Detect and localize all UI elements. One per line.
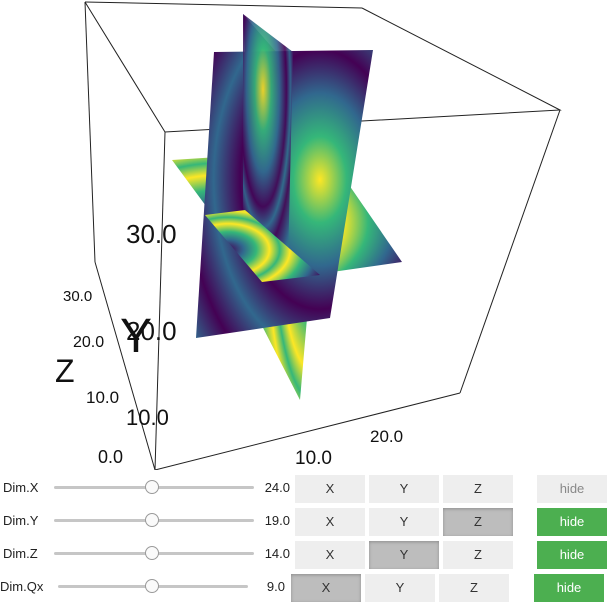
axis-labels: 30.0 20.0 10.0 0.0 20.0 10.0 30.0 20.0 1… xyxy=(55,219,403,469)
volume-slice-planes xyxy=(172,14,402,400)
bounding-box xyxy=(84,1,562,470)
control-row-dim-z: Dim.Z 14.0 X Y Z hide xyxy=(0,539,607,569)
slider-knob-dim-z[interactable] xyxy=(145,546,159,560)
dim-y-hide-button[interactable]: hide xyxy=(537,508,607,536)
tick-label: 20.0 xyxy=(126,316,177,346)
tick-label: 30.0 xyxy=(126,219,177,249)
slider-knob-dim-y[interactable] xyxy=(145,513,159,527)
3d-scene[interactable]: 30.0 20.0 10.0 0.0 20.0 10.0 30.0 20.0 1… xyxy=(0,0,607,470)
dim-z-axis-z-button[interactable]: Z xyxy=(443,541,513,569)
dim-qx-axis-x-button[interactable]: X xyxy=(291,574,361,602)
slider-knob-dim-x[interactable] xyxy=(145,480,159,494)
dim-qx-hide-button[interactable]: hide xyxy=(534,574,604,602)
dim-x-axis-z-button[interactable]: Z xyxy=(443,475,513,503)
control-row-dim-y: Dim.Y 19.0 X Y Z hide xyxy=(0,506,607,536)
slider-knob-dim-qx[interactable] xyxy=(145,579,159,593)
axis-label-y: Y xyxy=(120,310,152,363)
slider-value: 9.0 xyxy=(266,579,285,594)
control-row-dim-x: Dim.X 24.0 X Y Z hide xyxy=(0,473,607,503)
tick-label: 0.0 xyxy=(98,447,123,467)
dim-x-axis-y-button[interactable]: Y xyxy=(369,475,439,503)
tick-label: 20.0 xyxy=(73,334,104,351)
dim-z-hide-button[interactable]: hide xyxy=(537,541,607,569)
dim-qx-axis-z-button[interactable]: Z xyxy=(439,574,509,602)
tick-label: 10.0 xyxy=(126,405,169,430)
dim-qx-axis-y-button[interactable]: Y xyxy=(365,574,435,602)
slider-value: 14.0 xyxy=(264,546,290,561)
dim-label: Dim.Z xyxy=(3,546,38,561)
axis-label-z: Z xyxy=(55,353,75,389)
dim-y-axis-z-button[interactable]: Z xyxy=(443,508,513,536)
dim-y-axis-y-button[interactable]: Y xyxy=(369,508,439,536)
dim-x-hide-button[interactable]: hide xyxy=(537,475,607,503)
control-row-dim-qx: Dim.Qx 9.0 X Y Z hide xyxy=(0,572,607,602)
tick-label: 10.0 xyxy=(295,448,332,469)
dim-z-axis-x-button[interactable]: X xyxy=(295,541,365,569)
3d-viewport[interactable]: 30.0 20.0 10.0 0.0 20.0 10.0 30.0 20.0 1… xyxy=(0,0,607,470)
dim-label: Dim.Qx xyxy=(0,579,44,594)
dim-x-axis-x-button[interactable]: X xyxy=(295,475,365,503)
plane-front-overlap xyxy=(243,14,293,265)
dim-z-axis-y-button[interactable]: Y xyxy=(369,541,439,569)
tick-label: 20.0 xyxy=(370,427,403,446)
slider-value: 24.0 xyxy=(264,480,290,495)
slider-value: 19.0 xyxy=(264,513,290,528)
dim-label: Dim.X xyxy=(3,480,39,495)
plane-horizontal-overlap xyxy=(205,210,320,282)
tick-label: 10.0 xyxy=(86,388,119,407)
dim-label: Dim.Y xyxy=(3,513,39,528)
dim-y-axis-x-button[interactable]: X xyxy=(295,508,365,536)
tick-label: 30.0 xyxy=(63,288,92,305)
